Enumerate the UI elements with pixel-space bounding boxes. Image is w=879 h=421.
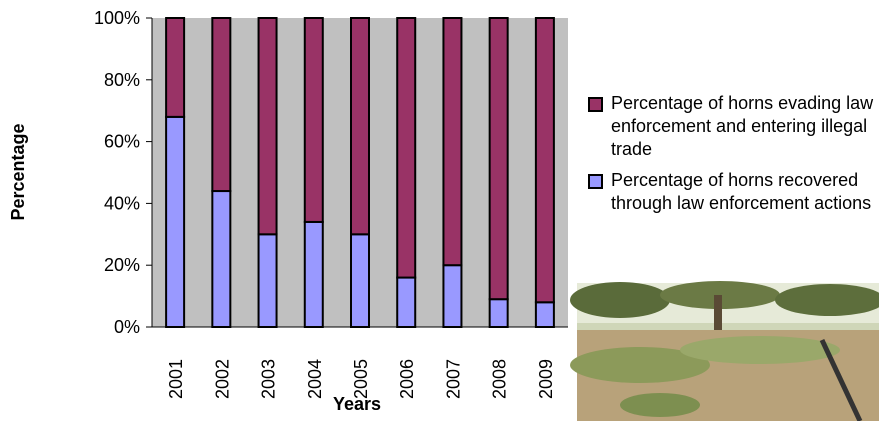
- bar-segment: [396, 276, 417, 328]
- legend-item: Percentage of horns evading law enforcem…: [588, 92, 879, 161]
- x-tick-label: 2002: [212, 359, 232, 399]
- x-tick-label: 2005: [351, 359, 371, 399]
- bar-segment: [488, 17, 509, 301]
- y-tick-label: 80%: [104, 70, 140, 90]
- y-tick-label: 100%: [94, 8, 140, 28]
- x-tick-label: 2001: [166, 359, 186, 399]
- bar-segment: [350, 17, 370, 236]
- bar-segment: [350, 233, 370, 328]
- bar-segment: [165, 115, 186, 328]
- x-tick-label: 2003: [259, 359, 279, 399]
- bar-segment: [442, 17, 463, 267]
- bar-segment: [211, 17, 232, 193]
- legend-label: Percentage of horns recovered through la…: [611, 170, 872, 213]
- bar-segment: [534, 17, 555, 304]
- x-tick-label: 2009: [536, 359, 556, 399]
- x-tick-label: 2006: [397, 359, 417, 399]
- legend-swatch: [588, 174, 603, 189]
- bar-segment: [396, 17, 417, 279]
- y-axis-label: Percentage: [8, 123, 28, 220]
- bar-segment: [488, 298, 509, 329]
- x-axis-label: Years: [333, 394, 381, 414]
- bar-segment: [534, 301, 555, 328]
- legend: Percentage of horns evading law enforcem…: [588, 92, 879, 223]
- x-tick-label: 2004: [305, 359, 325, 399]
- bar-segment: [442, 264, 463, 329]
- bar-segment: [257, 233, 278, 328]
- bar-segment: [303, 220, 324, 328]
- bar-segment: [165, 17, 186, 118]
- x-tick-label: 2008: [490, 359, 510, 399]
- y-tick-label: 60%: [104, 132, 140, 152]
- bar-segment: [303, 17, 324, 223]
- y-tick-label: 0%: [114, 317, 140, 337]
- photo: [570, 281, 879, 421]
- y-tick-label: 40%: [104, 193, 140, 213]
- legend-item: Percentage of horns recovered through la…: [588, 169, 879, 215]
- x-tick-label: 2007: [443, 359, 463, 399]
- bar-segment: [257, 17, 278, 236]
- y-tick-label: 20%: [104, 255, 140, 275]
- legend-swatch: [588, 97, 603, 112]
- legend-label: Percentage of horns evading law enforcem…: [611, 93, 874, 159]
- bar-segment: [211, 190, 232, 328]
